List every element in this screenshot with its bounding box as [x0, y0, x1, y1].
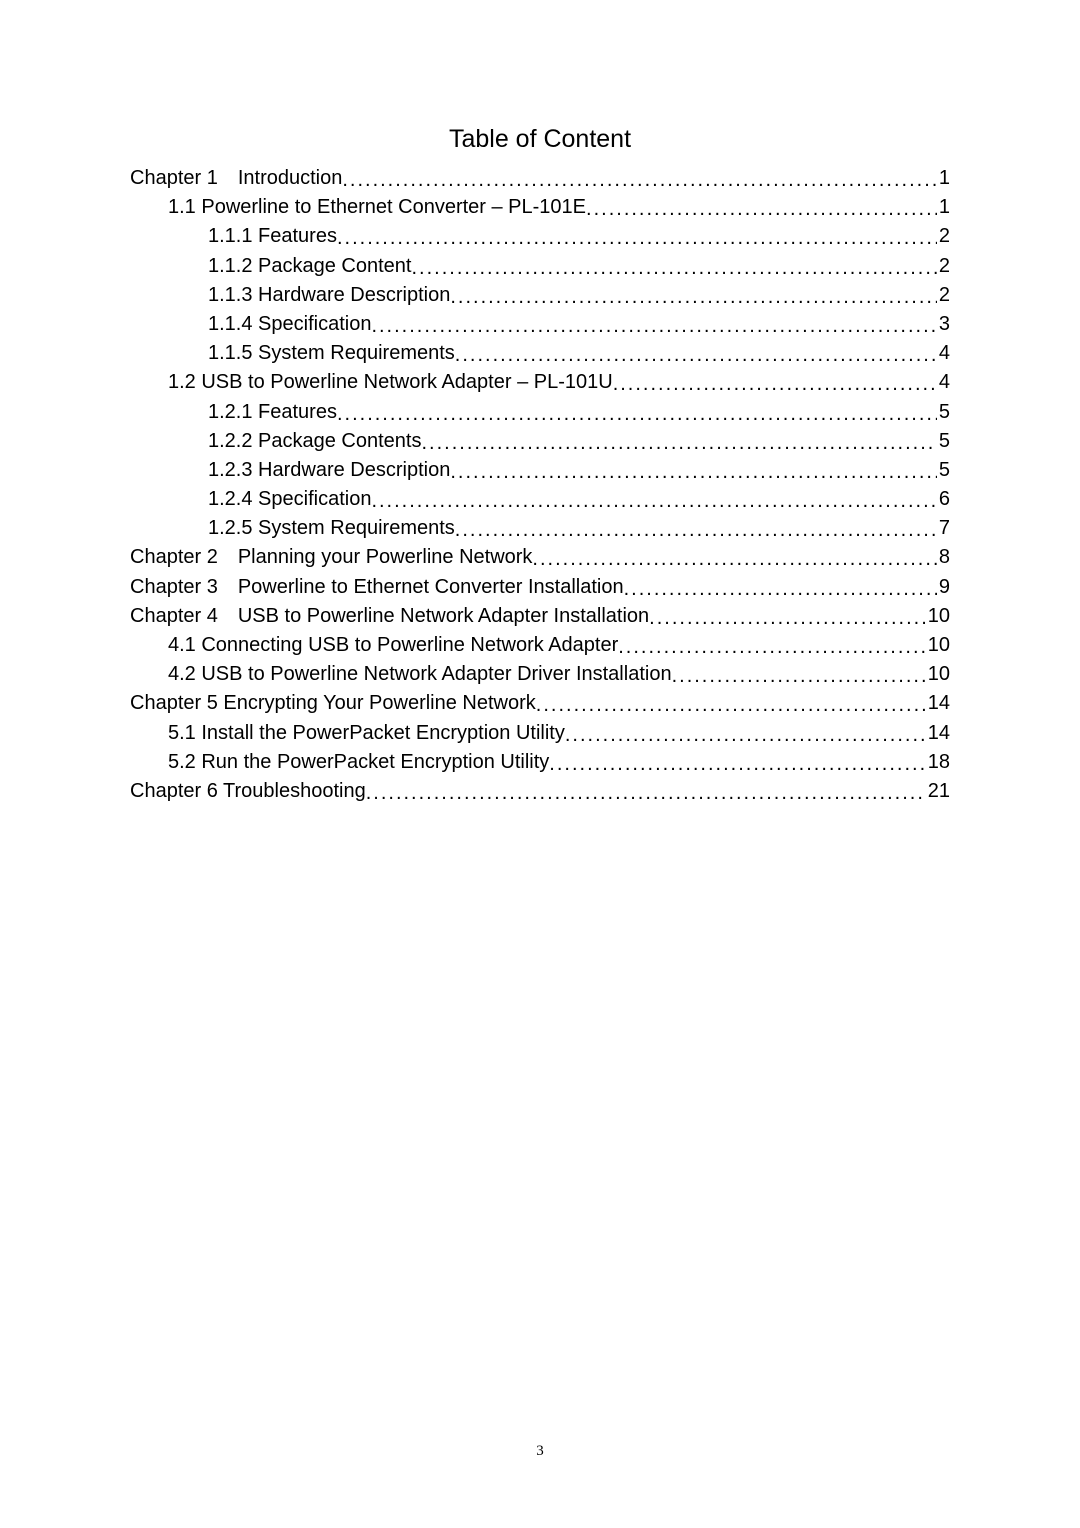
- toc-entry-label: 1.1.5 System Requirements: [208, 343, 455, 363]
- toc-entry-page: 7: [937, 518, 950, 538]
- toc-leader-dots: [455, 520, 937, 540]
- toc-leader-dots: [613, 374, 937, 394]
- toc-entry-page: 10: [926, 664, 950, 684]
- toc-leader-dots: [618, 637, 926, 657]
- toc-entry-page: 1: [937, 197, 950, 217]
- toc-leader-dots: [371, 316, 936, 336]
- toc-entry-label: 4.2 USB to Powerline Network Adapter Dri…: [168, 664, 672, 684]
- toc-entry-page: 1: [937, 168, 950, 188]
- toc-entry-page: 4: [937, 343, 950, 363]
- toc-entry-page: 18: [926, 752, 950, 772]
- toc-entry: 1.1.3 Hardware Description 2: [130, 285, 950, 305]
- toc-entry-page: 5: [937, 431, 950, 451]
- toc-entry-label: Chapter 3 Powerline to Ethernet Converte…: [130, 577, 624, 597]
- toc-entry-page: 2: [937, 285, 950, 305]
- toc-entry: 1.2.4 Specification 6: [130, 489, 950, 509]
- toc-leader-dots: [450, 287, 937, 307]
- toc-entry: 1.1.2 Package Content 2: [130, 256, 950, 276]
- toc-leader-dots: [411, 258, 936, 278]
- toc-entry-label: 5.2 Run the PowerPacket Encryption Utili…: [168, 752, 549, 772]
- toc-entry: 5.1 Install the PowerPacket Encryption U…: [130, 723, 950, 743]
- toc-entry-page: 5: [937, 460, 950, 480]
- toc-leader-dots: [536, 695, 926, 715]
- toc-entry-label: 1.1.4 Specification: [208, 314, 371, 334]
- toc-leader-dots: [371, 491, 936, 511]
- toc-entry-label: 1.2.2 Package Contents: [208, 431, 421, 451]
- toc-entry-label: 1.1.2 Package Content: [208, 256, 411, 276]
- toc-leader-dots: [565, 725, 926, 745]
- toc-entry: 1.1.1 Features 2: [130, 226, 950, 246]
- toc-entry: Chapter 1 Introduction 1: [130, 168, 950, 188]
- toc-entry-label: 1.1.3 Hardware Description: [208, 285, 450, 305]
- toc-entry: 4.1 Connecting USB to Powerline Network …: [130, 635, 950, 655]
- toc-entry: 1.2.1 Features 5: [130, 402, 950, 422]
- toc-entry-page: 5: [937, 402, 950, 422]
- toc-leader-dots: [366, 783, 926, 803]
- toc-entry: Chapter 5 Encrypting Your Powerline Netw…: [130, 693, 950, 713]
- toc-leader-dots: [450, 462, 937, 482]
- toc-leader-dots: [337, 404, 937, 424]
- toc-entry-label: Chapter 2 Planning your Powerline Networ…: [130, 547, 532, 567]
- toc-entry-label: 5.1 Install the PowerPacket Encryption U…: [168, 723, 565, 743]
- toc-leader-dots: [549, 754, 925, 774]
- toc-entry: Chapter 4 USB to Powerline Network Adapt…: [130, 606, 950, 626]
- toc-entry-label: Chapter 1 Introduction: [130, 168, 342, 188]
- toc-entry-page: 14: [926, 723, 950, 743]
- toc-leader-dots: [649, 608, 926, 628]
- toc-leader-dots: [342, 170, 937, 190]
- toc-entry: 1.2.3 Hardware Description 5: [130, 460, 950, 480]
- toc-entry-label: Chapter 6 Troubleshooting: [130, 781, 366, 801]
- toc-leader-dots: [337, 228, 937, 248]
- toc-entry: 1.1 Powerline to Ethernet Converter – PL…: [130, 197, 950, 217]
- toc-entry-label: 1.2.4 Specification: [208, 489, 371, 509]
- toc-leader-dots: [672, 666, 926, 686]
- toc-entry-page: 9: [937, 577, 950, 597]
- toc-entry: 5.2 Run the PowerPacket Encryption Utili…: [130, 752, 950, 772]
- toc-leader-dots: [624, 579, 937, 599]
- toc-entry-page: 3: [937, 314, 950, 334]
- toc-entry-page: 10: [926, 606, 950, 626]
- toc-entry-label: Chapter 4 USB to Powerline Network Adapt…: [130, 606, 649, 626]
- toc-entry-label: 1.2.1 Features: [208, 402, 337, 422]
- footer-page-number: 3: [0, 1443, 1080, 1460]
- toc-entry-page: 2: [937, 256, 950, 276]
- table-of-contents: Chapter 1 Introduction 1 1.1 Powerline to …: [130, 168, 950, 801]
- toc-entry-page: 4: [937, 372, 950, 392]
- toc-leader-dots: [532, 549, 936, 569]
- toc-entry: 1.2.5 System Requirements 7: [130, 518, 950, 538]
- toc-entry-label: 1.2.3 Hardware Description: [208, 460, 450, 480]
- toc-leader-dots: [421, 433, 936, 453]
- toc-entry: 1.1.4 Specification 3: [130, 314, 950, 334]
- toc-entry: Chapter 3 Powerline to Ethernet Converte…: [130, 577, 950, 597]
- toc-entry: 1.1.5 System Requirements 4: [130, 343, 950, 363]
- toc-entry: Chapter 2 Planning your Powerline Networ…: [130, 547, 950, 567]
- toc-entry-page: 14: [926, 693, 950, 713]
- toc-entry-page: 10: [926, 635, 950, 655]
- toc-entry: 1.2 USB to Powerline Network Adapter – P…: [130, 372, 950, 392]
- toc-entry-label: 1.2 USB to Powerline Network Adapter – P…: [168, 372, 613, 392]
- toc-entry-label: 4.1 Connecting USB to Powerline Network …: [168, 635, 618, 655]
- toc-entry: 4.2 USB to Powerline Network Adapter Dri…: [130, 664, 950, 684]
- toc-leader-dots: [586, 199, 937, 219]
- toc-title: Table of Content: [130, 125, 950, 154]
- toc-entry: 1.2.2 Package Contents 5: [130, 431, 950, 451]
- toc-entry-page: 21: [926, 781, 950, 801]
- toc-entry: Chapter 6 Troubleshooting 21: [130, 781, 950, 801]
- toc-entry-label: 1.1 Powerline to Ethernet Converter – PL…: [168, 197, 586, 217]
- toc-entry-page: 2: [937, 226, 950, 246]
- toc-entry-label: 1.1.1 Features: [208, 226, 337, 246]
- toc-entry-label: Chapter 5 Encrypting Your Powerline Netw…: [130, 693, 536, 713]
- toc-entry-label: 1.2.5 System Requirements: [208, 518, 455, 538]
- document-page: Table of Content Chapter 1 Introduction 1…: [0, 0, 1080, 1528]
- toc-entry-page: 6: [937, 489, 950, 509]
- toc-leader-dots: [455, 345, 937, 365]
- toc-entry-page: 8: [937, 547, 950, 567]
